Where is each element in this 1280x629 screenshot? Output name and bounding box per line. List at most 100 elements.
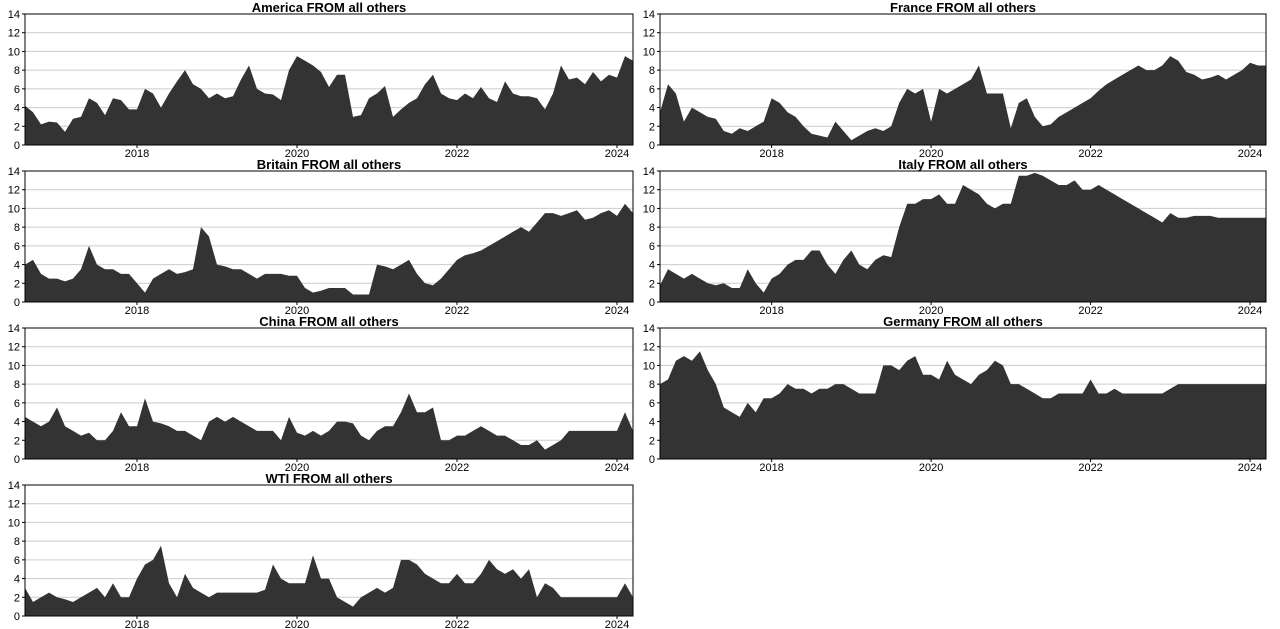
y-tick-label: 4 [14,417,20,429]
y-tick-label: 2 [14,278,20,290]
y-tick-label: 2 [14,121,20,133]
x-tick-label: 2022 [445,462,469,474]
plot-frame [24,327,634,460]
plot-frame [659,170,1267,303]
y-tick-label: 10 [643,203,655,215]
y-tick-label: 4 [649,103,655,115]
y-tick-label: 8 [14,222,20,234]
chart-panel-4: 0 2 4 6 8 10 12 14 2018 2020 2022 2024 China FROM al… [8,314,634,474]
y-tick-label: 10 [643,46,655,58]
chart-panel-2: 0 2 4 6 8 10 12 14 2018 2020 2022 2024 Britain FROM … [8,157,634,317]
y-tick-label: 6 [649,398,655,410]
y-tick-label: 4 [14,260,20,272]
area-series-0 [660,172,1266,302]
chart-title: Germany FROM all others [883,314,1043,329]
y-tick-label: 2 [649,121,655,133]
y-tick-label: 2 [14,592,20,604]
y-tick-label: 2 [649,278,655,290]
x-tick-label: 2024 [1238,148,1262,160]
area-series-0 [25,545,633,616]
plot-frame [24,13,634,146]
x-tick-label: 2022 [1078,462,1102,474]
y-tick-label: 8 [649,379,655,391]
y-tick-label: 6 [649,241,655,253]
y-tick-label: 12 [643,342,655,354]
y-tick-label: 14 [643,166,655,178]
y-tick-label: 0 [14,611,20,623]
y-tick-label: 6 [14,84,20,96]
x-tick-label: 2024 [605,305,629,317]
y-tick-label: 6 [14,555,20,567]
y-tick-label: 12 [8,342,20,354]
y-tick-label: 10 [643,360,655,372]
x-tick-label: 2020 [919,462,943,474]
chart-title: America FROM all others [252,0,407,15]
y-tick-label: 8 [649,65,655,77]
x-tick-label: 2022 [1078,148,1102,160]
y-tick-label: 4 [649,260,655,272]
y-tick-label: 10 [8,46,20,58]
x-tick-label: 2024 [1238,305,1262,317]
chart-panel-3: 0 2 4 6 8 10 12 14 2018 2020 2022 2024 Italy FROM al… [643,157,1267,317]
y-tick-label: 0 [14,297,20,309]
x-tick-label: 2024 [605,148,629,160]
x-tick-label: 2022 [1078,305,1102,317]
chart-title: China FROM all others [259,314,398,329]
y-tick-label: 12 [643,185,655,197]
chart-title: Italy FROM all others [898,157,1027,172]
y-tick-label: 0 [649,297,655,309]
x-tick-label: 2018 [125,305,149,317]
y-tick-label: 6 [14,398,20,410]
chart-title: France FROM all others [890,0,1036,15]
y-tick-label: 0 [14,140,20,152]
x-tick-label: 2018 [125,148,149,160]
y-tick-label: 12 [8,185,20,197]
x-tick-label: 2018 [759,305,783,317]
y-tick-label: 14 [643,9,655,21]
x-tick-label: 2020 [285,305,309,317]
x-tick-label: 2024 [1238,462,1262,474]
chart-panel-6: 0 2 4 6 8 10 12 14 2018 2020 2022 2024 WTI FROM all … [8,471,634,629]
x-tick-label: 2018 [125,619,149,629]
plot-frame [24,170,634,303]
y-tick-label: 12 [8,28,20,40]
x-tick-label: 2020 [285,148,309,160]
y-tick-label: 14 [8,323,20,335]
y-tick-label: 8 [14,536,20,548]
x-tick-label: 2020 [285,462,309,474]
y-tick-label: 14 [8,480,20,492]
x-tick-label: 2018 [125,462,149,474]
y-tick-label: 6 [649,84,655,96]
x-tick-label: 2022 [445,619,469,629]
chart-panel-0: 0 2 4 6 8 10 12 14 2018 2020 2022 2024 America FROM … [8,0,634,160]
y-tick-label: 8 [14,379,20,391]
area-series-0 [25,56,633,145]
y-tick-label: 0 [14,454,20,466]
y-tick-label: 12 [643,28,655,40]
y-tick-label: 10 [8,360,20,372]
chart-title: WTI FROM all others [265,471,392,486]
x-tick-label: 2024 [605,619,629,629]
x-tick-label: 2020 [285,619,309,629]
x-tick-label: 2018 [759,148,783,160]
x-tick-label: 2018 [759,462,783,474]
plot-frame [24,484,634,617]
y-tick-label: 4 [649,417,655,429]
y-tick-label: 14 [8,9,20,21]
y-tick-label: 14 [8,166,20,178]
x-tick-label: 2022 [445,148,469,160]
x-tick-label: 2022 [445,305,469,317]
area-series-0 [660,351,1266,459]
y-tick-label: 2 [649,435,655,447]
plot-frame [659,327,1267,460]
y-tick-label: 8 [649,222,655,234]
y-tick-label: 0 [649,140,655,152]
y-tick-label: 14 [643,323,655,335]
y-tick-label: 0 [649,454,655,466]
area-series-0 [660,56,1266,145]
x-tick-label: 2020 [919,148,943,160]
y-tick-label: 4 [14,574,20,586]
x-tick-label: 2024 [605,462,629,474]
chart-panel-5: 0 2 4 6 8 10 12 14 2018 2020 2022 2024 Germany FROM … [643,314,1267,474]
